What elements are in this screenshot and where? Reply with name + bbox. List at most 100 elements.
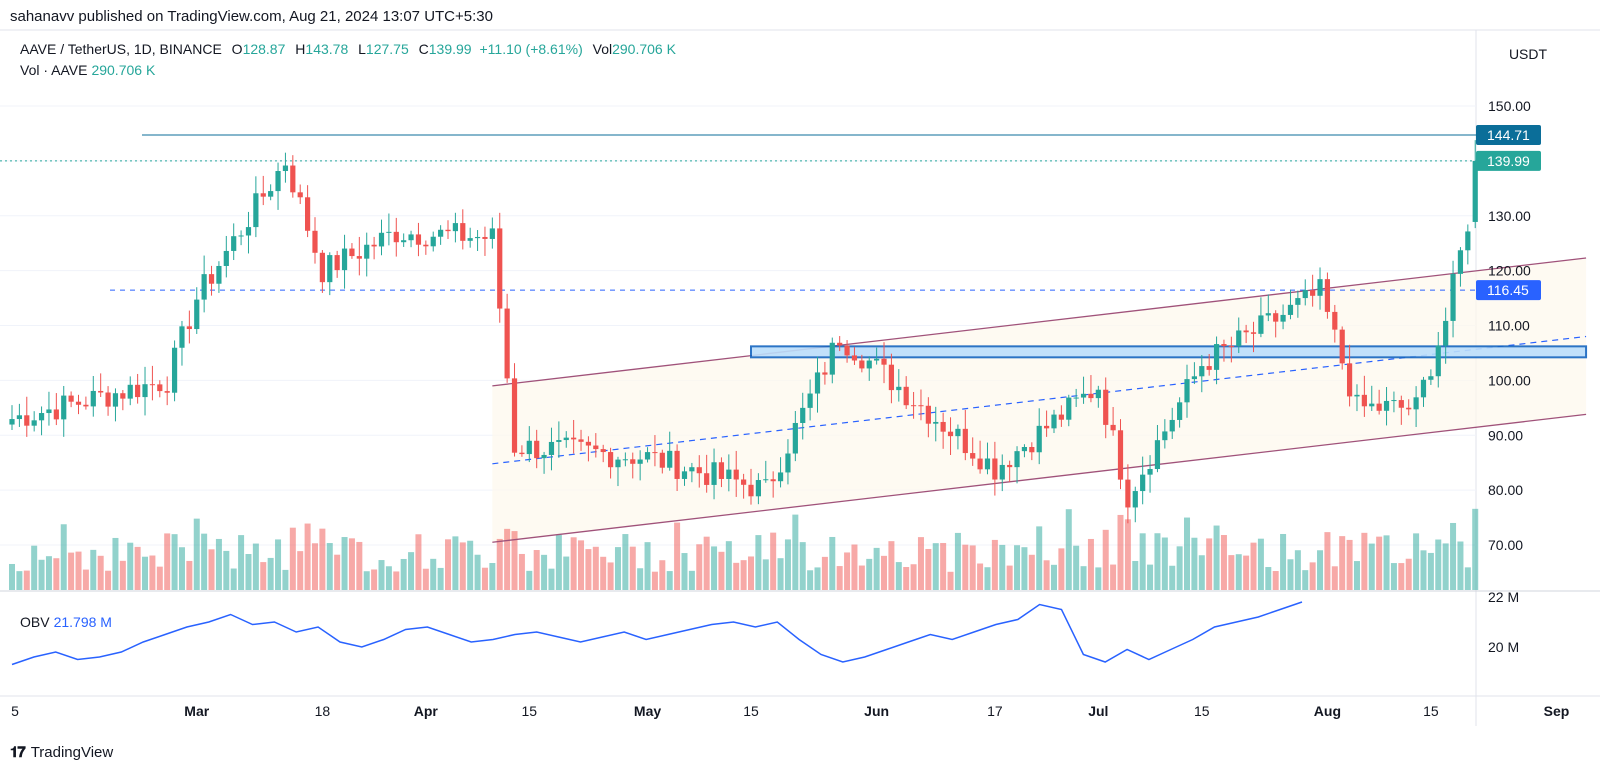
volume-bar — [784, 539, 791, 590]
candle-body — [135, 384, 141, 398]
volume-bar — [297, 551, 304, 590]
volume-bar — [1154, 533, 1161, 590]
volume-bar — [1095, 567, 1102, 590]
volume-bar — [541, 554, 548, 590]
candle-body — [1236, 330, 1242, 347]
volume-bar — [452, 536, 459, 590]
candle-body — [238, 235, 244, 237]
candle-body — [1036, 425, 1042, 453]
volume-bar — [851, 544, 858, 590]
candle-body — [290, 165, 296, 193]
volume-bar — [1235, 554, 1242, 590]
candle-body — [408, 234, 414, 241]
candle-body — [1413, 397, 1419, 410]
candle-body — [1472, 160, 1478, 222]
candle-body — [1132, 491, 1138, 508]
volume-bar — [23, 570, 30, 590]
publisher-line: sahanavv published on TradingView.com, A… — [10, 8, 493, 25]
candle-body — [607, 452, 614, 468]
volume-bar — [1102, 529, 1109, 590]
candle-body — [438, 229, 444, 237]
volume-bar — [999, 544, 1006, 590]
candle-body — [630, 459, 636, 464]
volume-bar — [637, 568, 644, 590]
volume-bar — [119, 560, 126, 590]
candle-body — [474, 236, 481, 239]
candle-body — [556, 440, 562, 442]
candle-body — [1346, 363, 1353, 397]
volume-bar — [917, 537, 924, 590]
candle-body — [615, 459, 621, 468]
volume-bars — [9, 508, 1479, 590]
candle-body — [120, 393, 126, 399]
volume-bar — [31, 545, 38, 590]
candle-body — [371, 244, 377, 247]
footer-brand[interactable]: 𝟏𝟕 TradingView — [10, 744, 113, 761]
candle-body — [415, 234, 422, 245]
candle-body — [297, 192, 303, 198]
close-label: C — [418, 41, 429, 57]
candle-body — [460, 223, 466, 241]
volume-bar — [1213, 525, 1220, 590]
volume-bar — [688, 570, 695, 590]
volume-bar — [799, 542, 806, 590]
volume-bar — [489, 563, 496, 590]
candle-body — [519, 452, 525, 455]
volume-bar — [238, 535, 245, 590]
candle-body — [1369, 403, 1375, 407]
candle-body — [1302, 290, 1308, 299]
candle-body — [386, 231, 392, 233]
volume-bar — [504, 528, 511, 590]
volume-bar — [511, 531, 518, 590]
currency-button[interactable]: USDT — [1508, 46, 1548, 62]
volume-bar — [1302, 570, 1309, 590]
candle-body — [186, 326, 192, 330]
candle-body — [9, 419, 15, 425]
price-tick-label: 100.00 — [1488, 372, 1531, 388]
channel-upper-line — [492, 257, 1587, 387]
volume-bar — [1124, 519, 1131, 590]
time-tick-label: 15 — [1194, 703, 1210, 719]
candle-body — [253, 193, 259, 228]
candle-body — [1147, 469, 1153, 475]
candle-body — [571, 437, 577, 440]
volume-bar — [289, 527, 296, 590]
candle-body — [933, 421, 939, 424]
candle-body — [1280, 314, 1286, 322]
candle-body — [430, 236, 436, 247]
candle-body — [792, 422, 798, 454]
candle-body — [98, 390, 104, 393]
candle-body — [947, 431, 954, 437]
candle-body — [585, 441, 592, 446]
low-label: L — [358, 41, 366, 57]
candle-body — [504, 308, 510, 379]
candle-body — [1169, 419, 1175, 432]
volume-bar — [614, 547, 621, 590]
volume-bar — [1435, 539, 1442, 590]
volume-bar — [363, 571, 370, 590]
volume-bar — [814, 567, 821, 590]
candle-body — [970, 453, 976, 459]
volume-bar — [592, 546, 599, 590]
volume-bar — [1014, 545, 1021, 590]
candle-body — [1080, 393, 1087, 398]
symbol-label[interactable]: AAVE / TetherUS, 1D, BINANCE — [20, 41, 222, 57]
volume-bar — [518, 553, 525, 590]
candle-body — [260, 193, 266, 197]
candle-body — [164, 391, 170, 393]
candle-body — [75, 401, 82, 405]
volume-bar — [644, 542, 651, 590]
candle-body — [999, 464, 1005, 480]
volume-bar — [910, 564, 917, 590]
volume-bar — [548, 568, 555, 590]
candle-body — [689, 467, 695, 472]
ohlc-legend: AAVE / TetherUS, 1D, BINANCE O128.87 H14… — [20, 41, 676, 57]
volume-value: 290.706 K — [612, 41, 676, 57]
volume-bar — [932, 543, 939, 590]
time-tick-label: Jun — [864, 703, 889, 719]
candle-body — [726, 469, 732, 479]
demand-zone — [750, 345, 1588, 359]
candle-body — [526, 440, 532, 455]
candle-body — [31, 420, 37, 426]
